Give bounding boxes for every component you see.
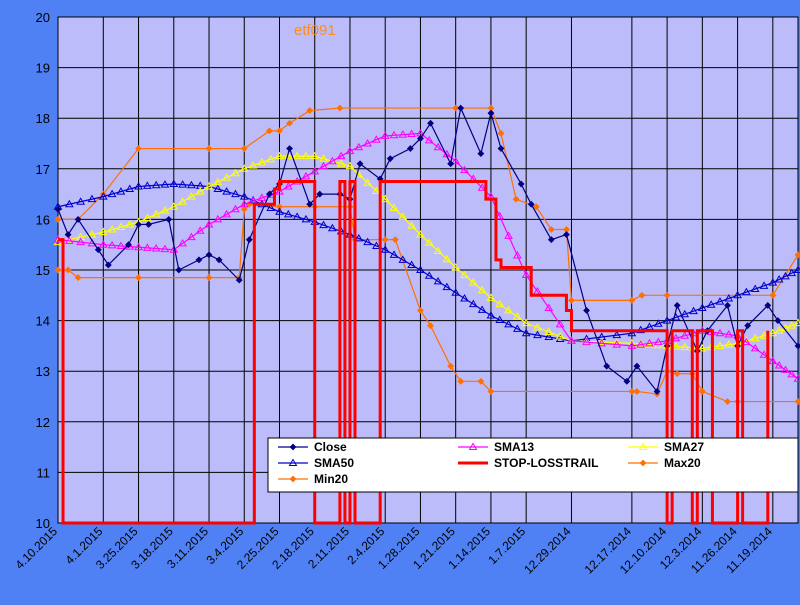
legend-label: SMA50 — [314, 456, 354, 470]
y-tick-label: 17 — [36, 162, 50, 177]
y-tick-label: 19 — [36, 61, 50, 76]
legend-label: STOP-LOSSTRAIL — [494, 456, 598, 470]
y-tick-label: 16 — [36, 212, 50, 227]
y-tick-label: 20 — [36, 10, 50, 25]
y-tick-label: 13 — [36, 364, 50, 379]
legend-label: SMA13 — [494, 440, 534, 454]
y-tick-label: 12 — [36, 415, 50, 430]
y-tick-label: 14 — [36, 314, 50, 329]
y-tick-label: 11 — [37, 465, 51, 480]
chart-title: etf091 — [294, 22, 336, 39]
legend-label: SMA27 — [664, 440, 704, 454]
legend-label: Close — [314, 440, 347, 454]
legend: Close SMA13 SMA27 SMA50 STOP-LOSSTRAIL Max20 M… — [268, 438, 798, 492]
y-tick-label: 18 — [36, 111, 50, 126]
legend-label: Min20 — [314, 472, 348, 486]
y-tick-label: 15 — [36, 263, 50, 278]
legend-label: Max20 — [664, 456, 701, 470]
